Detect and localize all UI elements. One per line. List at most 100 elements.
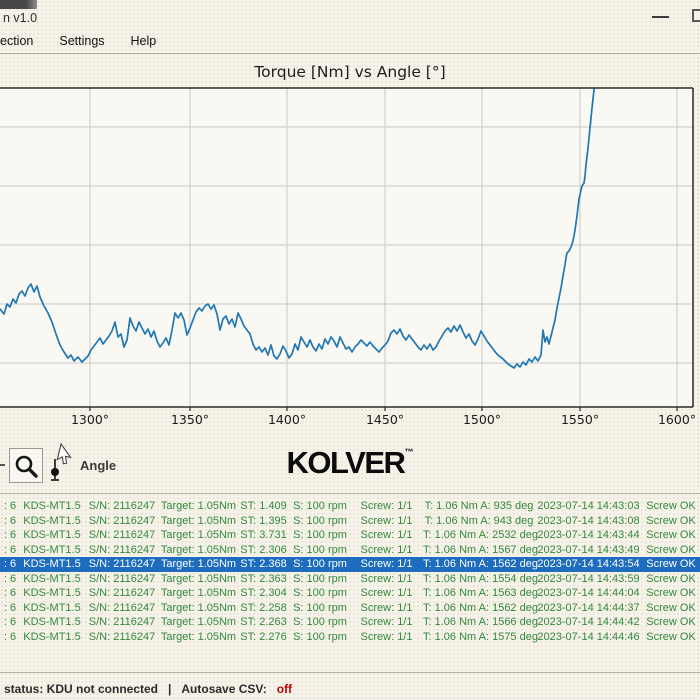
x-tick-label: 1400° [268, 412, 306, 427]
table-cell: KDS-MT1.5 [23, 558, 81, 571]
results-table: : 6 KDS-MT1.5 S/N: 2116247 Target: 1.05Nm ST… [0, 499, 700, 644]
table-cell: T: 1.06 Nm A: 1575 deg [423, 630, 538, 643]
table-cell: Screw OK [646, 500, 696, 513]
table-cell: Screw OK [646, 630, 696, 643]
table-cell: : 6 [3, 558, 17, 571]
table-cell: S: 100 rpm [293, 630, 347, 643]
table-cell: T: 1.06 Nm A: 1567 deg [423, 543, 538, 556]
table-cell: S: 100 rpm [293, 601, 347, 614]
table-cell: Target: 1.05Nm [160, 529, 237, 542]
chart-svg[interactable]: 1300° 1350° 1400° 1450° 1500° 1550° 1600° [0, 54, 700, 440]
pin-cursor-icon [51, 442, 72, 481]
table-cell: ST: 1.395 [240, 514, 287, 527]
menu-item-connection[interactable]: ection [0, 33, 34, 48]
table-cell: S: 100 rpm [293, 500, 347, 513]
table-cell: T: 1.06 Nm A: 1566 deg [423, 616, 538, 629]
table-cell: KDS-MT1.5 [23, 572, 81, 585]
table-row[interactable]: : 6 KDS-MT1.5 S/N: 2116247 Target: 1.05Nm ST… [0, 499, 700, 514]
table-cell: Screw: 1/1 [360, 500, 413, 513]
table-cell: S: 100 rpm [293, 616, 347, 629]
marker-tool[interactable] [47, 442, 77, 490]
table-cell: Target: 1.05Nm [160, 543, 237, 556]
table-cell: ST: 2.304 [240, 587, 287, 600]
table-cell: Target: 1.05Nm [160, 500, 237, 513]
table-cell: Screw OK [646, 514, 696, 527]
menu-bar: ection Settings Help [0, 28, 700, 54]
cutoff-control-icon [0, 464, 5, 466]
table-row[interactable]: : 6 KDS-MT1.5 S/N: 2116247 Target: 1.05Nm ST… [0, 514, 700, 529]
menu-item-settings[interactable]: Settings [59, 33, 105, 48]
table-cell: Screw: 1/1 [360, 587, 413, 600]
table-cell: Screw OK [646, 587, 696, 600]
table-cell: Target: 1.05Nm [160, 616, 237, 629]
table-cell: Screw: 1/1 [360, 601, 413, 614]
minimize-icon[interactable] [652, 16, 669, 18]
table-row[interactable]: : 6 KDS-MT1.5 S/N: 2116247 Target: 1.05Nm ST… [0, 572, 700, 587]
status-separator: | [168, 682, 172, 696]
table-cell: : 6 [3, 601, 17, 614]
window-title: n v1.0 [3, 11, 38, 25]
table-cell: Target: 1.05Nm [160, 601, 237, 614]
x-tick-label: 1300° [71, 412, 109, 427]
table-cell: T: 1.06 Nm A: 2532 deg [423, 529, 538, 542]
table-cell: ST: 2.306 [240, 543, 287, 556]
table-cell: S/N: 2116247 [88, 572, 156, 585]
angle-mode-label: Angle [80, 458, 117, 473]
table-cell: : 6 [3, 630, 17, 643]
table-cell: 2023-07-14 14:44:42 [537, 616, 640, 629]
trademark-symbol: ™ [404, 447, 414, 457]
table-cell: KDS-MT1.5 [23, 601, 81, 614]
table-cell: ST: 2.258 [240, 601, 287, 614]
table-row[interactable]: : 6 KDS-MT1.5 S/N: 2116247 Target: 1.05Nm ST… [0, 615, 700, 630]
statusbar-divider [0, 672, 700, 673]
menu-item-help[interactable]: Help [130, 33, 157, 48]
table-row[interactable]: : 6 KDS-MT1.5 S/N: 2116247 Target: 1.05Nm ST… [0, 601, 700, 616]
table-cell: Screw OK [646, 558, 696, 571]
table-cell: ST: 2.368 [240, 558, 287, 571]
table-row[interactable]: : 6 KDS-MT1.5 S/N: 2116247 Target: 1.05Nm ST… [0, 528, 700, 543]
table-row[interactable]: : 6 KDS-MT1.5 S/N: 2116247 Target: 1.05Nm ST… [0, 543, 700, 558]
table-cell: T: 1.06 Nm A: 1562 deg [423, 558, 538, 571]
table-cell: 2023-07-14 14:43:03 [537, 500, 640, 513]
table-cell: Target: 1.05Nm [160, 587, 237, 600]
table-cell: S: 100 rpm [293, 572, 347, 585]
chart-title: Torque [Nm] vs Angle [°] [254, 63, 446, 81]
kolver-logo: KOLVER™ [286, 445, 414, 480]
table-cell: Screw OK [646, 601, 696, 614]
table-cell: S/N: 2116247 [88, 616, 156, 629]
magnifier-icon [15, 455, 38, 478]
table-cell: Target: 1.05Nm [160, 558, 237, 571]
x-tick-label: 1350° [171, 412, 209, 427]
table-cell: KDS-MT1.5 [23, 514, 81, 527]
table-cell: : 6 [3, 500, 17, 513]
table-cell: Screw: 1/1 [360, 529, 413, 542]
title-bar: n v1.0 [0, 0, 700, 28]
x-tick-label: 1450° [366, 412, 404, 427]
table-cell: S/N: 2116247 [88, 558, 156, 571]
table-cell: Screw: 1/1 [360, 514, 413, 527]
x-tick-label: 1500° [463, 412, 501, 427]
table-row[interactable]: : 6 KDS-MT1.5 S/N: 2116247 Target: 1.05Nm ST… [0, 630, 700, 645]
torque-line [0, 88, 596, 369]
table-cell: : 6 [3, 529, 17, 542]
x-tick-label: 1550° [561, 412, 599, 427]
table-cell: : 6 [3, 543, 17, 556]
table-cell: ST: 1.409 [240, 500, 287, 513]
table-cell: S: 100 rpm [293, 514, 347, 527]
table-cell: Screw: 1/1 [360, 558, 413, 571]
table-cell: Screw: 1/1 [360, 572, 413, 585]
table-cell: 2023-07-14 14:44:04 [537, 587, 640, 600]
table-cell: S/N: 2116247 [88, 601, 156, 614]
table-cell: ST: 2.276 [240, 630, 287, 643]
autosave-label: Autosave CSV: [181, 682, 267, 696]
table-cell: KDS-MT1.5 [23, 616, 81, 629]
maximize-icon[interactable] [692, 9, 700, 22]
table-row[interactable]: : 6 KDS-MT1.5 S/N: 2116247 Target: 1.05Nm ST… [0, 557, 700, 572]
table-cell: 2023-07-14 14:43:59 [537, 572, 640, 585]
table-cell: S/N: 2116247 [88, 500, 156, 513]
table-cell: S: 100 rpm [293, 558, 347, 571]
table-cell: 2023-07-14 14:43:54 [537, 558, 640, 571]
zoom-tool-button[interactable] [9, 448, 43, 483]
table-row[interactable]: : 6 KDS-MT1.5 S/N: 2116247 Target: 1.05Nm ST… [0, 586, 700, 601]
table-cell: KDS-MT1.5 [23, 529, 81, 542]
